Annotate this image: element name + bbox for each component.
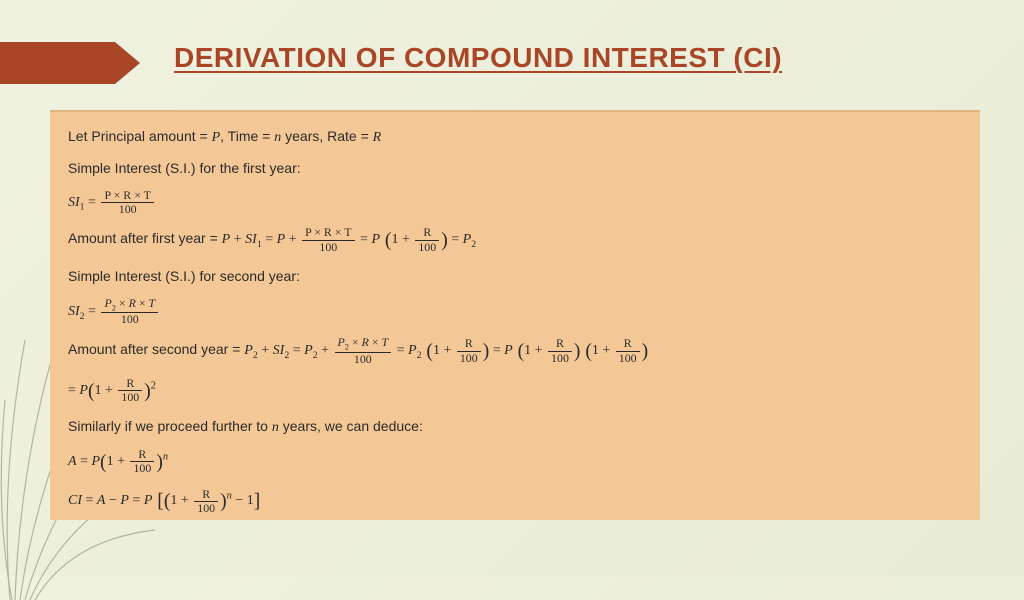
content-box: Let Principal amount = P, Time = n years… — [50, 110, 980, 520]
line-amount-formula: A = P(1 + R100)n — [68, 448, 962, 477]
line-principal: Let Principal amount = P, Time = n years… — [68, 126, 962, 148]
arrow-banner — [0, 42, 140, 84]
line-si1-formula: SI1 = P × R × T100 — [68, 189, 962, 216]
line-similarly: Similarly if we proceed further to n yea… — [68, 416, 962, 438]
line-p-squared: = P(1 + R100)2 — [68, 377, 962, 406]
line-amount-second: Amount after second year = P2 + SI2 = P2… — [68, 336, 962, 366]
slide-title: DERIVATION OF COMPOUND INTEREST (CI) — [174, 42, 782, 74]
line-si-first-label: Simple Interest (S.I.) for the first yea… — [68, 158, 962, 179]
line-ci-formula: CI = A − P = P [(1 + R100)n − 1] — [68, 487, 962, 516]
line-amount-first: Amount after first year = P + SI1 = P + … — [68, 226, 962, 255]
line-si2-formula: SI2 = P2 × R × T100 — [68, 297, 962, 327]
line-si-second-label: Simple Interest (S.I.) for second year: — [68, 266, 962, 287]
